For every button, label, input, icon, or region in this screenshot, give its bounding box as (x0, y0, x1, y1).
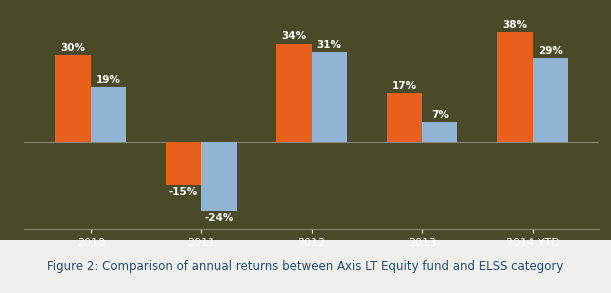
Text: 34%: 34% (282, 31, 307, 42)
Text: Figure 2: Comparison of annual returns between Axis LT Equity fund and ELSS cate: Figure 2: Comparison of annual returns b… (47, 260, 564, 273)
Text: -24%: -24% (204, 213, 233, 223)
Text: 7%: 7% (431, 110, 448, 120)
Text: -15%: -15% (169, 187, 198, 197)
Text: 31%: 31% (316, 40, 342, 50)
Text: 29%: 29% (538, 46, 563, 56)
Text: 30%: 30% (60, 43, 86, 53)
Bar (166, 142, 201, 185)
Text: 19%: 19% (96, 75, 121, 85)
Bar (90, 87, 126, 142)
Bar (533, 58, 568, 142)
Bar (276, 44, 312, 142)
Bar (387, 93, 422, 142)
Text: 38%: 38% (502, 20, 527, 30)
Bar (497, 32, 533, 142)
Bar (56, 55, 90, 142)
Bar (422, 122, 458, 142)
Bar (312, 52, 347, 142)
Bar (201, 142, 236, 211)
Text: 17%: 17% (392, 81, 417, 91)
